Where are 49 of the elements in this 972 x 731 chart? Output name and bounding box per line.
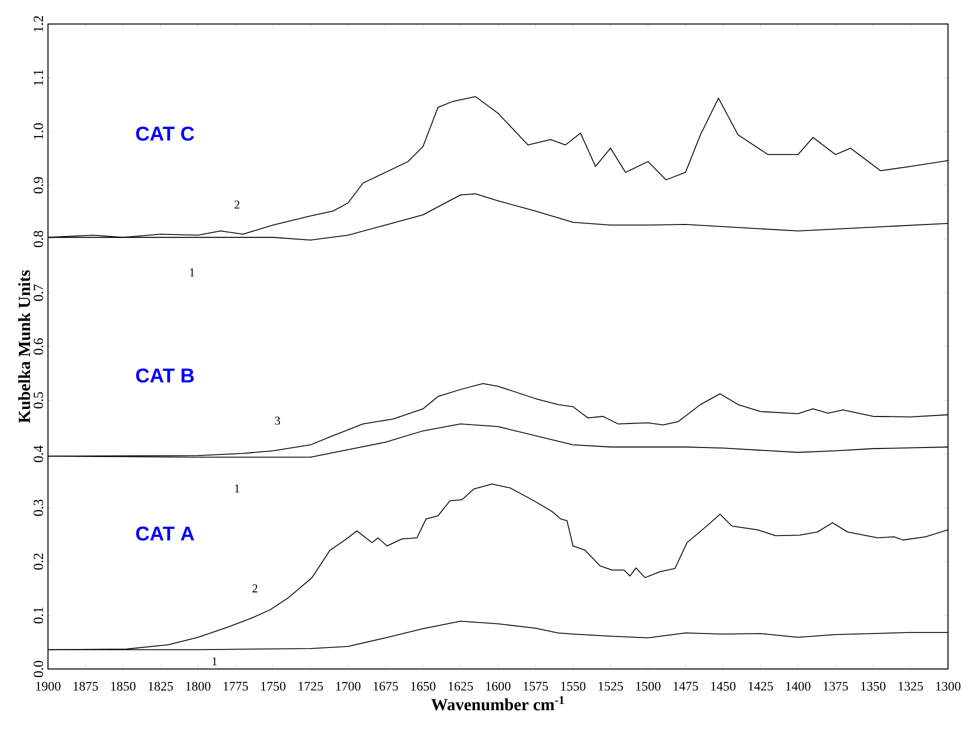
y-axis-title: Kubelka Munk Units	[18, 270, 30, 423]
x-tick-label: 1850	[111, 682, 136, 691]
x-tick-label: 1475	[674, 682, 698, 691]
x-tick-label: 1875	[74, 682, 98, 691]
y-tick-label: 1.1	[34, 70, 44, 86]
y-tick-label: 0.0	[34, 660, 44, 678]
x-tick-label: 1675	[374, 682, 398, 691]
y-tick-label: 0.1	[34, 607, 44, 624]
x-tick-label: 1450	[711, 682, 736, 691]
x-tick-label: 1825	[148, 682, 173, 691]
series-label: 2	[252, 584, 258, 592]
annotation: CAT A	[136, 526, 194, 541]
x-tick-label: 1525	[598, 682, 623, 691]
x-tick-label: 1575	[524, 682, 548, 691]
text: 2	[234, 200, 240, 209]
x-tick-label: 1325	[898, 682, 923, 691]
x-tick-label: 1425	[748, 682, 773, 691]
x-tick-label: 1300	[936, 682, 960, 691]
x-tick-label: 1550	[561, 682, 586, 691]
x-tick-label: 1700	[336, 682, 360, 691]
y-tick-label: 0.8	[34, 230, 44, 248]
y-tick-label: 0.7	[34, 284, 44, 301]
y-tick-label: 0.2	[34, 554, 44, 570]
x-axis-title: Wavenumber cm$^{-1}$	[431, 696, 564, 710]
y-tick-label: 0.3	[34, 500, 44, 516]
x-tick-label: 1500	[636, 682, 660, 691]
text: 1	[190, 268, 194, 276]
x-tick-label: 1900	[36, 682, 60, 691]
x-tick-label: 1800	[186, 682, 210, 691]
x-tick-label: 1750	[261, 682, 286, 691]
x-tick-label: 1725	[298, 682, 323, 691]
text: 3	[275, 416, 280, 425]
x-tick-label: 1400	[786, 682, 810, 691]
text: 1	[235, 484, 240, 492]
annotation: CAT B	[136, 368, 194, 383]
y-tick-label: 1.2	[34, 16, 44, 32]
annotation: CAT C	[136, 126, 194, 141]
y-tick-label: 0.9	[34, 177, 44, 194]
x-tick-label: 1650	[411, 682, 436, 691]
x-tick-label: 1625	[448, 682, 473, 691]
y-tick-label: 1.0	[34, 123, 44, 139]
x-tick-label: 1375	[824, 682, 848, 691]
y-tick-label: 0.5	[34, 392, 44, 408]
x-tick-label: 1350	[861, 682, 886, 691]
x-tick-label: 1775	[224, 682, 248, 691]
y-tick-label: 0.4	[34, 445, 44, 462]
y-tick-label: 0.6	[34, 338, 44, 355]
x-tick-label: 1600	[486, 682, 510, 691]
series-label: 1	[212, 657, 217, 666]
